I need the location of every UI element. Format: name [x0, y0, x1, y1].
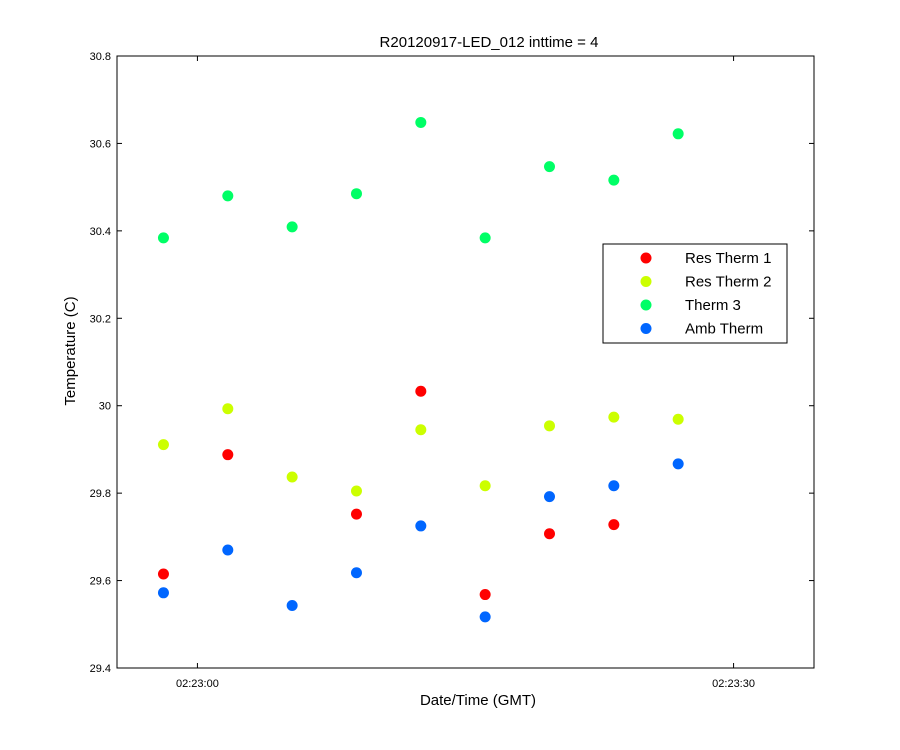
point-amb-therm [286, 599, 298, 611]
point-therm-3 [222, 190, 234, 202]
point-res-therm-2 [157, 439, 169, 451]
y-tick-label: 30.8 [90, 51, 111, 63]
point-amb-therm [415, 520, 427, 532]
point-amb-therm [543, 491, 555, 503]
y-tick-label: 30.4 [90, 226, 111, 238]
legend-marker-amb-therm [640, 323, 652, 334]
point-res-therm-1 [415, 385, 427, 397]
point-amb-therm [608, 480, 620, 492]
plot-area [116, 55, 815, 669]
y-tick-label: 29.6 [90, 576, 111, 588]
legend: Res Therm 1 Res Therm 2 Therm 3 Amb Therm [602, 243, 788, 344]
x-axis-ticks: 02:23:00 02:23:30 [176, 56, 755, 690]
legend-entries: Res Therm 1 Res Therm 2 Therm 3 Amb Therm [640, 250, 771, 338]
point-therm-3 [608, 174, 620, 186]
chart-title: R20120917-LED_012 inttime = 4 [380, 34, 599, 51]
y-axis-ticks: 29.4 29.6 29.8 30 30.2 30.4 30.6 30.8 [90, 51, 814, 675]
point-therm-3 [286, 221, 298, 233]
point-therm-3 [350, 188, 362, 200]
point-res-therm-1 [608, 519, 620, 531]
point-amb-therm [479, 611, 491, 623]
point-res-therm-1 [157, 568, 169, 580]
point-res-therm-2 [415, 424, 427, 436]
legend-label-res-therm-2: Res Therm 2 [685, 274, 771, 291]
legend-marker-res-therm-1 [640, 252, 652, 264]
legend-marker-therm-3 [640, 299, 652, 311]
legend-label-therm-3: Therm 3 [685, 297, 741, 314]
point-res-therm-1 [350, 508, 362, 520]
point-amb-therm [350, 567, 362, 579]
legend-label-res-therm-1: Res Therm 1 [685, 250, 771, 267]
point-amb-therm [672, 458, 684, 470]
data-points [157, 116, 684, 623]
y-tick-label: 30.2 [90, 313, 111, 325]
y-tick-label: 30 [99, 401, 111, 413]
point-res-therm-1 [479, 589, 491, 601]
point-res-therm-1 [543, 528, 555, 540]
legend-label-amb-therm: Amb Therm [685, 321, 763, 338]
point-res-therm-2 [543, 420, 555, 432]
y-tick-label: 29.8 [90, 488, 111, 500]
y-tick-label: 29.4 [90, 663, 111, 675]
point-res-therm-2 [350, 485, 362, 497]
point-amb-therm [157, 587, 169, 599]
point-therm-3 [543, 161, 555, 173]
x-axis-label: Date/Time (GMT) [420, 692, 536, 709]
legend-marker-res-therm-2 [640, 276, 652, 287]
y-axis-label: Temperature (C) [62, 296, 79, 405]
point-amb-therm [222, 544, 234, 556]
point-res-therm-2 [222, 403, 234, 415]
y-tick-label: 30.6 [90, 138, 111, 150]
point-res-therm-2 [608, 411, 620, 423]
point-res-therm-2 [286, 471, 298, 483]
point-therm-3 [157, 232, 169, 244]
point-res-therm-2 [672, 413, 684, 425]
x-tick-label: 02:23:00 [176, 678, 219, 690]
point-therm-3 [479, 232, 491, 244]
legend-box [602, 243, 788, 344]
x-tick-label: 02:23:30 [712, 678, 755, 690]
point-therm-3 [415, 116, 427, 128]
point-res-therm-2 [479, 480, 491, 492]
point-res-therm-1 [222, 449, 234, 461]
point-therm-3 [672, 128, 684, 140]
